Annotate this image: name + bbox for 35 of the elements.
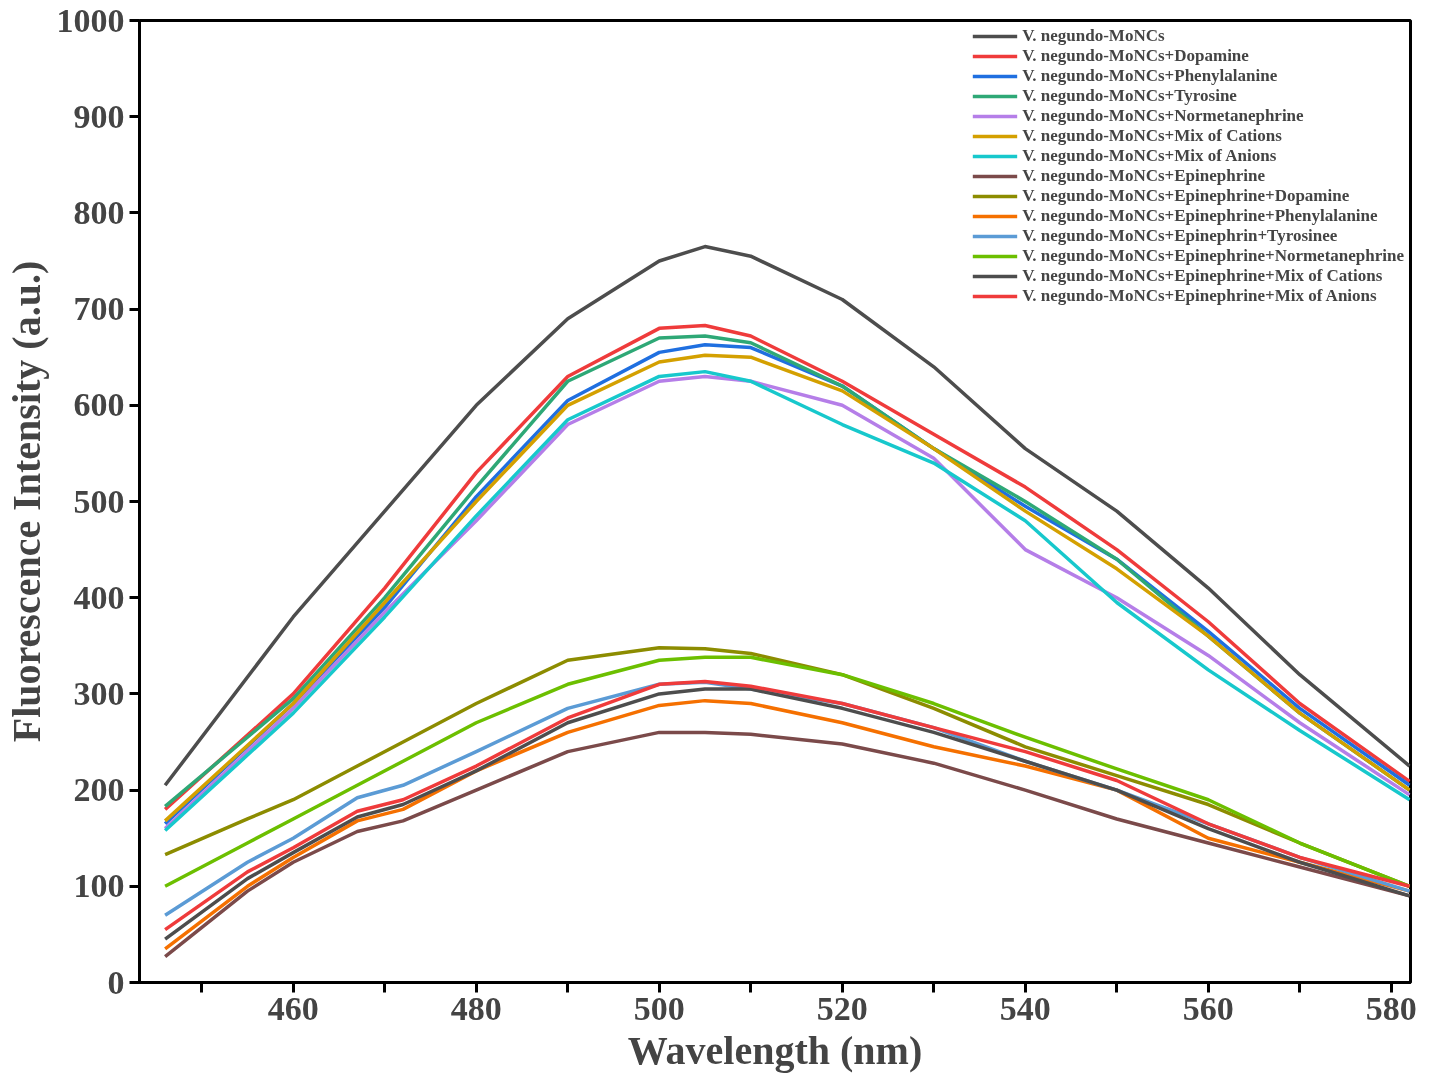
x-tick-label: 560 (1182, 989, 1234, 1027)
y-tick-label: 300 (73, 674, 125, 712)
y-tick-label: 400 (73, 578, 125, 616)
legend-label: V. negundo-MoNCs+Epinephrine+Dopamine (1022, 186, 1350, 206)
x-tick-label: 500 (633, 989, 685, 1027)
y-tick-label: 900 (73, 97, 125, 135)
legend-label: V. negundo-MoNCs+Epinephrine+Normetanephrine (1022, 246, 1404, 266)
legend-label: V. negundo-MoNCs+Phenylalanine (1022, 66, 1278, 86)
line-series (163, 244, 1411, 788)
legend-label: V. negundo-MoNCs+Epinephrin+Tyrosinee (1022, 226, 1338, 246)
y-tick-label: 0 (107, 963, 125, 1001)
legend-label: V. negundo-MoNCs+Dopamine (1022, 46, 1249, 66)
x-tick-label: 540 (999, 989, 1051, 1027)
y-axis-title: Fluorescence Intensity (a.u.) (3, 260, 49, 743)
x-tick-label: 460 (267, 989, 319, 1027)
y-tick-label: 200 (73, 771, 125, 809)
y-tick-label: 700 (73, 290, 125, 328)
legend-label: V. negundo-MoNCs+Epinephrine (1022, 166, 1265, 186)
y-tick-label: 1000 (56, 1, 125, 39)
y-tick-label: 500 (73, 482, 125, 520)
legend-label: V. negundo-MoNCs+Mix of Cations (1022, 126, 1282, 146)
x-tick-label: 580 (1365, 989, 1417, 1027)
legend-label: V. negundo-MoNCs+Tyrosine (1022, 86, 1237, 106)
legend-label: V. negundo-MoNCs+Epinephrine+Mix of Anions (1022, 286, 1377, 306)
legend-label: V. negundo-MoNCs+Mix of Anions (1022, 146, 1277, 166)
y-tick-label: 800 (73, 193, 125, 231)
y-tick-label: 100 (73, 867, 125, 905)
legend-label: V. negundo-MoNCs+Epinephrine+Mix of Cations (1022, 266, 1383, 286)
legend-label: V. negundo-MoNCs+Epinephrine+Phenylalanine (1022, 206, 1378, 226)
y-tick-label: 600 (73, 386, 125, 424)
x-tick-label: 520 (816, 989, 868, 1027)
legend-label: V. negundo-MoNCs+Normetanephrine (1022, 106, 1304, 126)
x-tick-label: 480 (450, 989, 502, 1027)
x-axis-title: Wavelength (nm) (627, 1027, 923, 1073)
legend-label: V. negundo-MoNCs (1022, 26, 1165, 46)
